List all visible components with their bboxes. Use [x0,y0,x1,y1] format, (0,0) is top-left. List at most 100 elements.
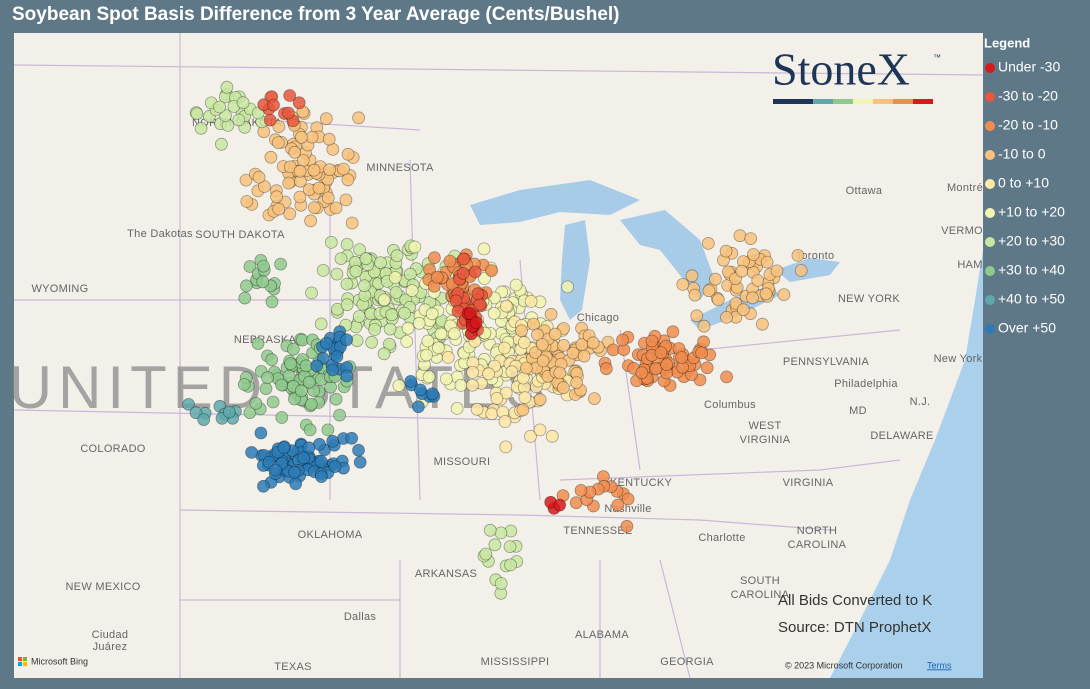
bid-point [326,363,340,377]
bid-point [517,336,531,349]
bid-point [368,323,382,336]
bing-logo [18,662,22,666]
bid-point [735,264,749,278]
map-label: Juárez [93,641,128,653]
legend-label: +40 to +50 [998,291,1065,307]
bid-point [293,164,307,178]
bid-point [720,310,733,324]
map-label: NEBRASKA [234,334,297,346]
bid-point [345,216,359,230]
legend-label: Over +50 [998,320,1056,336]
bid-point [660,358,674,372]
bid-point [515,324,528,338]
bing-logo [23,657,27,661]
bid-point [520,361,533,375]
bid-point [421,334,435,348]
bid-point [557,338,570,352]
bid-point [760,255,774,269]
terms-link[interactable]: Terms [927,660,952,670]
bid-point [485,407,499,421]
bid-point [305,130,319,144]
bid-point [284,357,297,371]
bid-point [245,445,259,459]
bid-point [649,362,663,376]
bid-point [339,193,353,207]
bid-point [303,423,317,437]
bid-point [533,393,547,407]
lake [560,220,590,320]
map-label: HAM [957,259,982,271]
bid-point [606,343,620,357]
bid-points [182,80,808,600]
bid-point [389,286,403,299]
bid-point [473,297,487,311]
bid-point [392,379,406,393]
bid-point [257,259,270,273]
bid-point [337,162,350,176]
map-label: TEXAS [274,661,312,673]
bid-point [385,308,399,322]
bid-point [239,279,253,293]
bid-point [456,266,470,280]
legend-swatch [985,121,995,131]
note: All Bids Converted to K [778,592,932,609]
bid-point [759,287,773,301]
map-label: MISSISSIPPI [481,656,550,668]
bid-point [482,367,496,381]
map-label: Montré [947,182,983,194]
bid-point [666,325,680,339]
bid-point [319,112,333,126]
bid-point [545,429,559,443]
map-label: VIRGINIA [783,477,834,489]
bid-point [182,397,196,411]
bid-point [498,341,511,355]
lake [775,258,840,282]
bid-point [536,354,550,368]
bid-point [621,492,635,506]
bid-point [611,498,625,512]
bid-point [599,362,613,376]
bid-point [237,377,251,391]
bid-point [756,317,769,331]
logo: StoneX ™ [772,44,941,104]
bid-point [353,243,367,257]
bid-point [574,483,588,497]
bid-point [288,145,302,159]
bid-point [588,392,601,406]
bid-point [746,291,759,305]
logo-bar [873,99,893,104]
bid-point [265,295,279,309]
bid-point [777,288,791,302]
map-label: Philadelphia [834,378,898,390]
bid-point [685,269,699,283]
bid-point [374,256,387,270]
bid-point [240,195,254,208]
bid-point [214,137,228,151]
bid-point [236,96,250,110]
bid-point [377,347,391,361]
bid-point [259,382,273,396]
bid-point [321,423,335,437]
bid-point [289,477,303,491]
bid-point [701,236,715,250]
bid-point [524,429,537,443]
copyright: © 2023 Microsoft Corporation [785,660,903,670]
bid-point [302,375,316,389]
bid-point [553,366,567,380]
legend-swatch [985,63,995,73]
bid-point [720,370,733,384]
bid-point [457,252,471,266]
bid-point [408,240,422,254]
bid-point [518,391,532,405]
bid-point [736,303,750,317]
map-label: VERMO [941,225,983,237]
bid-point [556,381,570,395]
bid-point [220,80,234,94]
bid-point [319,336,333,350]
map-label: DELAWARE [870,430,933,442]
bid-point [312,181,326,195]
bid-point [434,327,448,341]
bid-point [340,277,354,291]
bid-point [359,252,373,266]
bid-point [654,346,668,360]
